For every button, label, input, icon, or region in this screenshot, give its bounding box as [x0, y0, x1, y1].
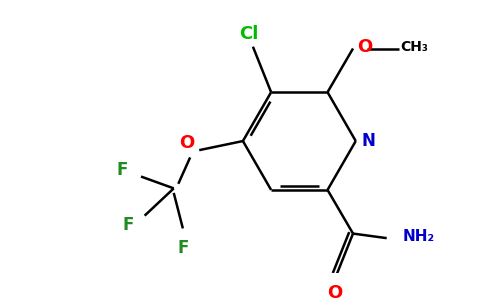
Text: F: F — [177, 239, 189, 257]
Text: F: F — [122, 216, 134, 234]
Text: CH₃: CH₃ — [400, 40, 428, 54]
Text: O: O — [179, 134, 194, 152]
Text: Cl: Cl — [240, 25, 259, 43]
Text: F: F — [117, 161, 128, 179]
Text: N: N — [361, 132, 375, 150]
Text: O: O — [327, 284, 343, 300]
Text: O: O — [357, 38, 372, 56]
Text: NH₂: NH₂ — [403, 229, 435, 244]
